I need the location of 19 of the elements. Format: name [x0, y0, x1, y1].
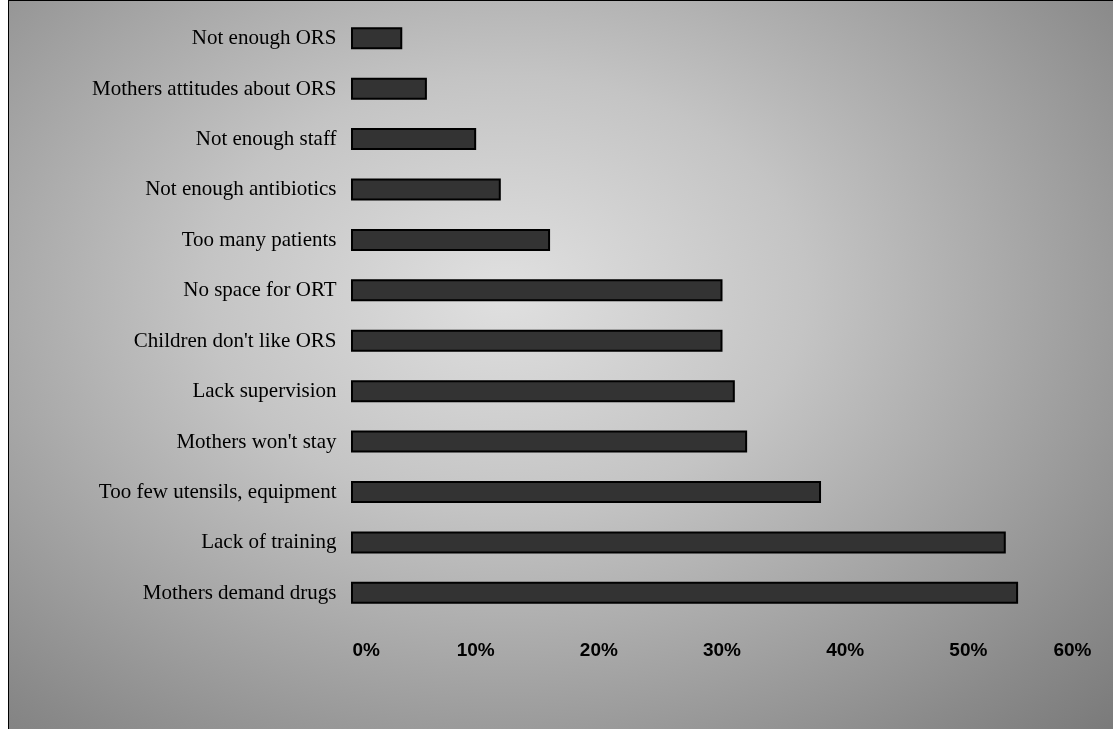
y-tick-label: Lack of training: [201, 529, 337, 554]
y-tick-label: Too few utensils, equipment: [98, 478, 337, 503]
y-tick-label: Not enough antibiotics: [145, 176, 337, 201]
x-tick-label: 50%: [949, 638, 988, 660]
y-tick-label: Mothers attitudes about ORS: [92, 75, 337, 100]
x-tick-label: 20%: [579, 638, 618, 660]
x-tick-label: 30%: [702, 638, 742, 660]
x-tick-label: 60%: [1053, 638, 1092, 660]
x-tick-label: 10%: [456, 638, 495, 660]
y-tick-label: Children don't like ORS: [133, 327, 337, 352]
x-tick-label: 40%: [826, 638, 865, 660]
y-tick-label: Mothers demand drugs: [142, 579, 337, 604]
y-tick-label: Not enough ORS: [191, 25, 337, 50]
x-tick-label: 0%: [352, 638, 381, 660]
y-tick-label: No space for ORT: [183, 277, 337, 302]
y-tick-label: Mothers won't stay: [176, 428, 337, 453]
y-tick-label: Not enough staff: [195, 126, 337, 151]
y-tick-label: Too many patients: [181, 226, 337, 251]
y-tick-label: Lack supervision: [192, 378, 337, 403]
